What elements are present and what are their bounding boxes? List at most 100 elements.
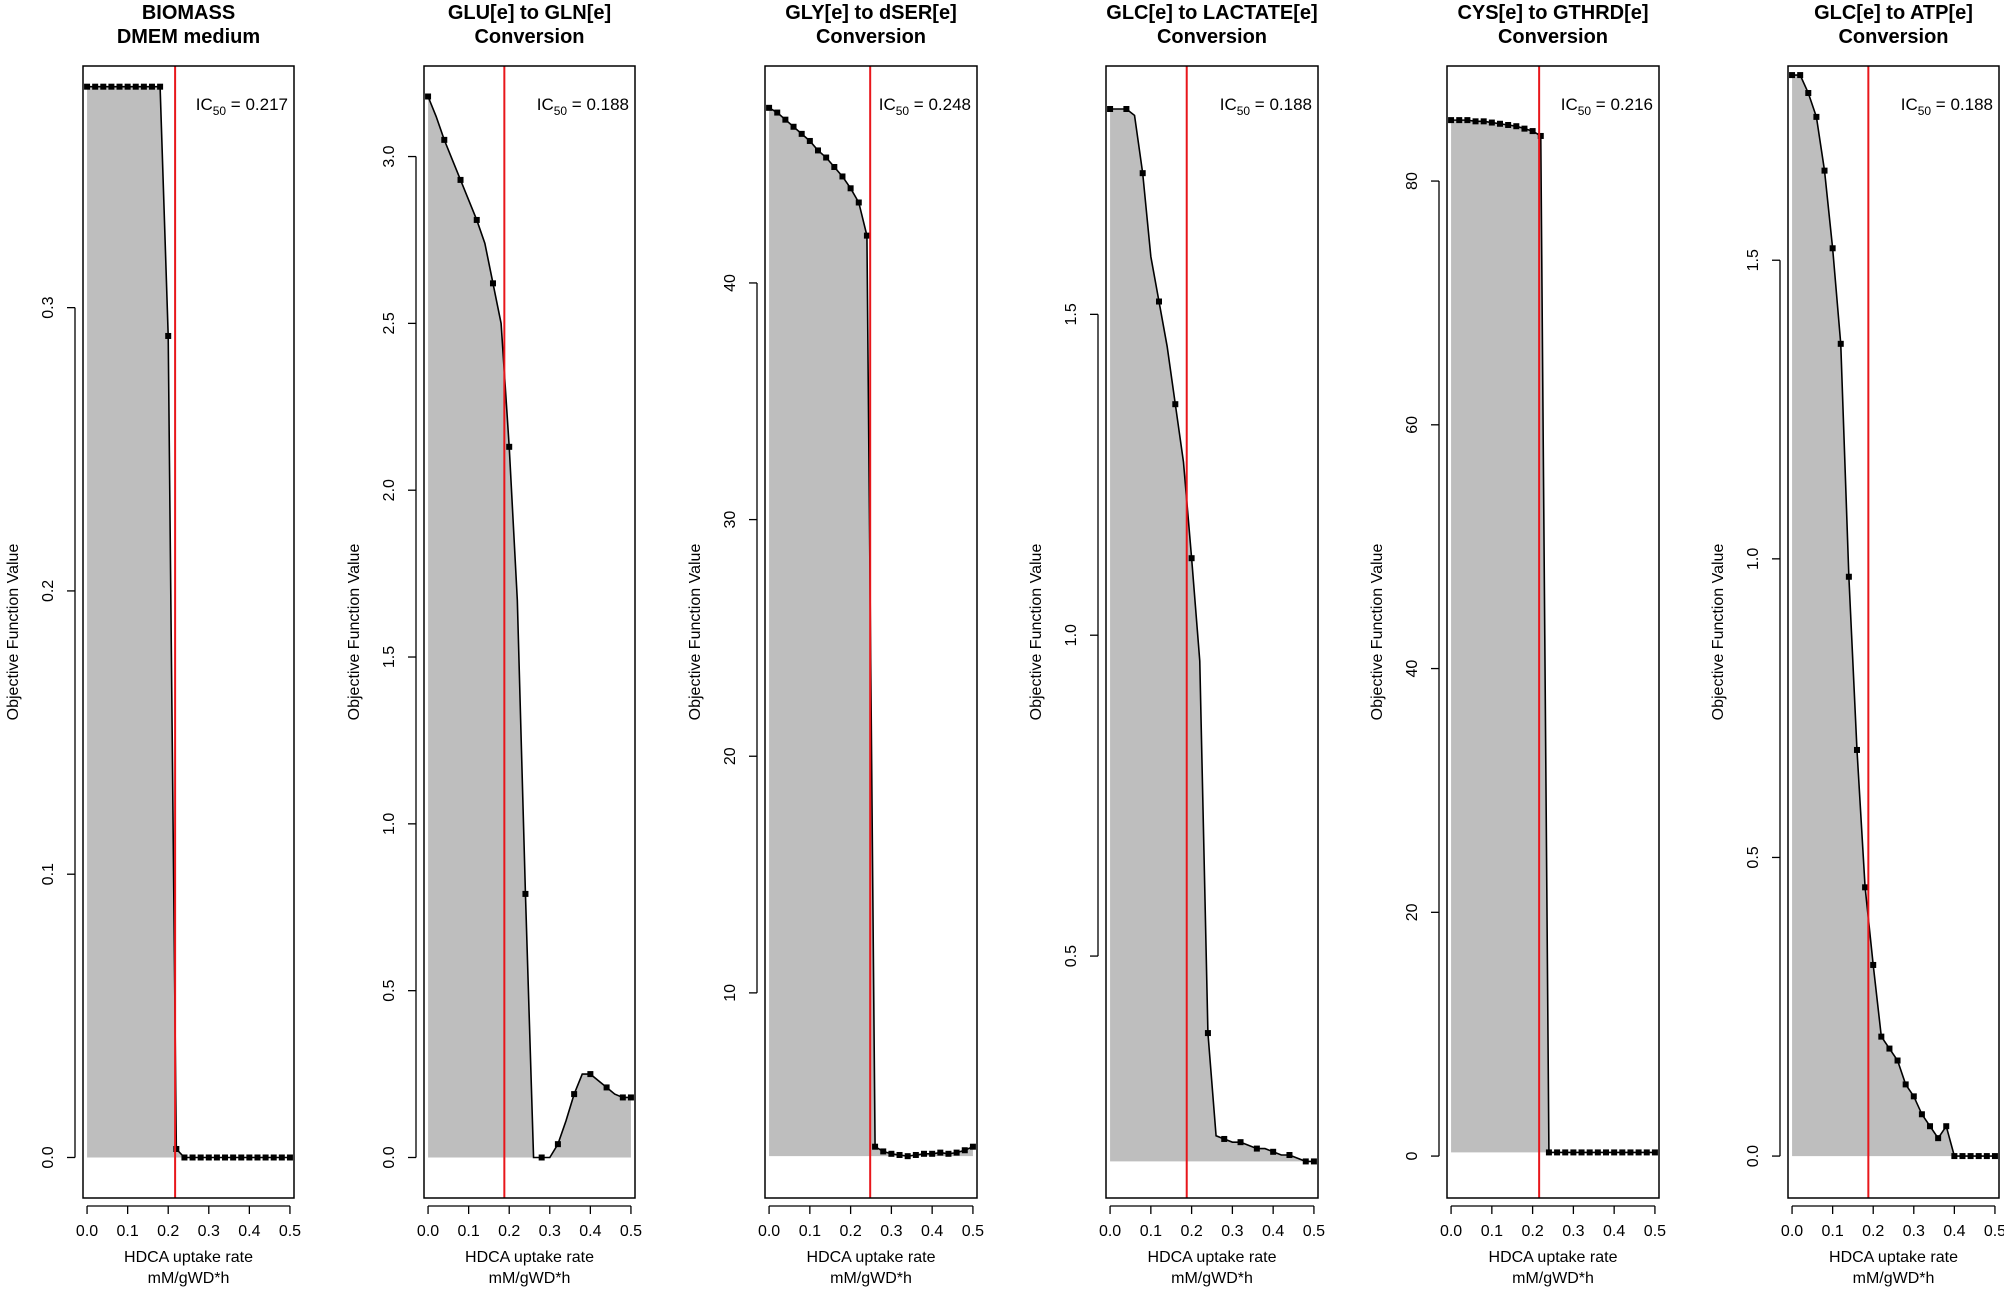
x-tick-label: 0.4 [1603,1223,1625,1240]
x-tick-label: 0.3 [539,1223,561,1240]
y-tick-label: 0.0 [1745,1145,1762,1167]
x-axis-label: HDCA uptake rate [124,1249,253,1266]
data-point [1578,1149,1585,1156]
x-tick-label: 0.4 [1943,1223,1965,1240]
y-axis-label: Objective Function Value [1369,544,1386,721]
x-tick-label: 0.3 [880,1223,902,1240]
x-tick-label: 0.0 [417,1223,439,1240]
y-axis-label: Objective Function Value [1028,544,1045,721]
x-tick-label: 0.5 [279,1223,301,1240]
data-point [1878,1033,1885,1040]
data-point [1829,245,1836,252]
data-point [165,332,172,339]
y-tick-label: 0.5 [381,979,398,1001]
x-tick-label: 0.3 [1221,1223,1243,1240]
x-tick-label: 0.2 [498,1223,520,1240]
data-point [1935,1135,1942,1142]
data-point [1951,1153,1958,1160]
y-tick-label: 60 [1404,416,1421,434]
data-point [904,1153,911,1160]
area-fill [1110,108,1314,1162]
data-point [1797,72,1804,79]
panel-title-line2: Conversion [1157,26,1267,48]
data-point [1562,1149,1569,1156]
data-point [603,1084,610,1091]
series-line [427,96,631,1159]
data-point [1967,1153,1974,1160]
data-point [863,232,870,239]
area-fill [428,96,631,1158]
data-point [1805,89,1812,96]
data-point [1862,884,1869,891]
data-point [872,1143,879,1150]
data-point [1570,1149,1577,1156]
data-point [1554,1149,1561,1156]
x-tick-label: 0.5 [1984,1223,2004,1240]
x-tick-label: 0.5 [1644,1223,1666,1240]
data-point [1991,1153,1998,1160]
data-point [270,1154,277,1161]
data-point [205,1154,212,1161]
x-tick-label: 0.4 [1262,1223,1284,1240]
x-tick-label: 0.2 [1862,1223,1884,1240]
x-axis-label: HDCA uptake rate [1829,1249,1958,1266]
data-point [157,83,164,90]
data-point [1464,117,1471,124]
y-tick-label: 80 [1404,172,1421,190]
data-point [766,104,773,111]
data-point [213,1154,220,1161]
y-tick-label: 0 [1404,1152,1421,1161]
data-point [1237,1139,1244,1146]
x-tick-label: 0.5 [962,1223,984,1240]
panel-title-line1: GLC[e] to ATP[e] [1814,2,1973,24]
panel-4: GLC[e] to LACTATE[e]Conversion IC50 = 0.1… [1028,2,1325,1287]
y-tick-label: 20 [722,747,739,765]
y-axis-label: Objective Function Value [1710,544,1727,721]
series-line [1110,108,1314,1163]
x-tick-label: 0.3 [1562,1223,1584,1240]
data-point [782,116,789,123]
data-point [806,137,813,144]
data-point [1943,1123,1950,1130]
data-point [1456,117,1463,124]
x-tick-label: 0.1 [458,1223,480,1240]
y-tick-label: 0.1 [40,863,57,885]
data-point [1204,1030,1211,1037]
x-tick-label: 0.1 [1481,1223,1503,1240]
data-point [1537,132,1544,139]
x-axis-label: HDCA uptake rate [1489,1249,1618,1266]
data-point [627,1094,634,1101]
data-point [1651,1149,1658,1156]
x-tick-label: 0.0 [758,1223,780,1240]
data-point [92,83,99,90]
y-tick-label: 0.5 [1063,945,1080,967]
data-point [1107,105,1114,112]
y-tick-label: 40 [722,274,739,292]
data-point [222,1154,229,1161]
x-tick-label: 0.5 [1303,1223,1325,1240]
y-axis-label: Objective Function Value [5,544,22,721]
y-tick-label: 30 [722,511,739,529]
data-point [108,83,115,90]
data-point [84,83,91,90]
x-tick-label: 0.1 [1822,1223,1844,1240]
data-point [278,1154,285,1161]
panel-5: CYS[e] to GTHRD[e]Conversion IC50 = 0.216… [1369,2,1666,1287]
panel-title-line1: GLC[e] to LACTATE[e] [1106,2,1317,24]
y-tick-label: 1.0 [381,813,398,835]
data-point [1123,105,1130,112]
data-point [823,154,830,161]
y-axis-label: Objective Function Value [346,544,363,721]
y-tick-label: 0.5 [1745,846,1762,868]
data-point [587,1071,594,1078]
plot-box [1446,65,1660,1199]
panel-3: GLY[e] to dSER[e]Conversion IC50 = 0.248 0… [687,2,984,1287]
x-axis-units: mM/gWD*h [148,1270,230,1287]
data-point [116,83,123,90]
x-tick-label: 0.5 [620,1223,642,1240]
x-axis-label: HDCA uptake rate [465,1249,594,1266]
x-tick-label: 0.4 [921,1223,943,1240]
ic50-label: IC50 = 0.248 [879,95,971,118]
